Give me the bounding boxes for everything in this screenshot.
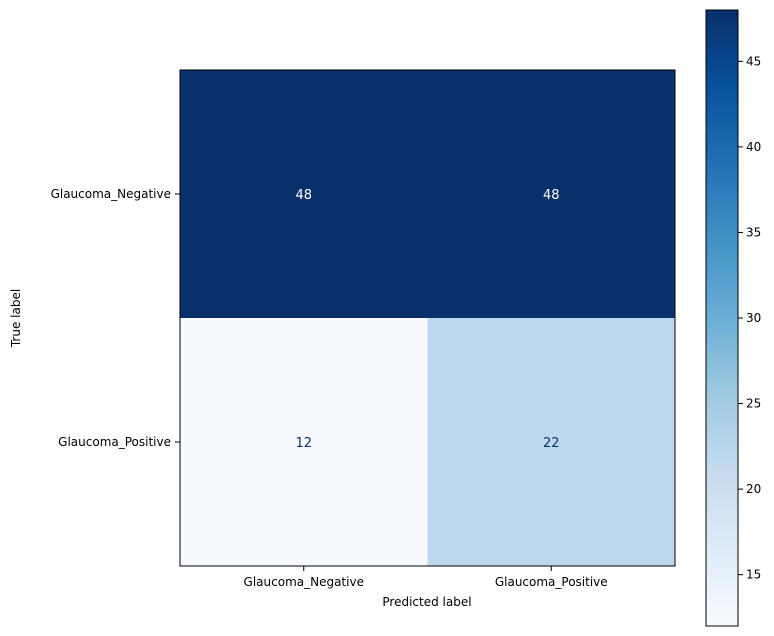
y-tick-labels: Glaucoma_Negative Glaucoma_Positive [51,187,180,449]
y-tick-label: Glaucoma_Negative [51,187,171,201]
plot-frame [179,69,676,567]
y-tick-label: Glaucoma_Positive [58,435,171,449]
colorbar [705,9,739,627]
y-axis-label: True label [9,289,23,348]
heatmap-cell [180,318,428,567]
heatmap-cell [180,70,428,319]
cell-value-labels: 48 48 12 22 [295,188,559,451]
heatmap-cells [180,70,676,567]
x-tick-label: Glaucoma_Negative [244,575,364,589]
colorbar-ticks: 15 20 25 30 35 40 45 [738,54,761,582]
heatmap-cell [427,318,676,567]
x-tick-label: Glaucoma_Positive [495,575,608,589]
colorbar-tick-label: 30 [746,311,761,325]
cell-value-label: 12 [295,436,312,451]
colorbar-tick-label: 35 [746,225,761,239]
cell-value-label: 48 [543,188,560,203]
cell-value-label: 22 [543,436,560,451]
heatmap-cell [427,70,676,319]
x-tick-labels: Glaucoma_Negative Glaucoma_Positive [244,566,608,589]
colorbar-tick-label: 20 [746,482,761,496]
colorbar-tick-label: 25 [746,397,761,411]
cell-value-label: 48 [295,188,312,203]
colorbar-tick-label: 15 [746,568,761,582]
colorbar-tick-label: 40 [746,140,761,154]
x-axis-label: Predicted label [382,595,471,609]
colorbar-tick-label: 45 [746,54,761,68]
